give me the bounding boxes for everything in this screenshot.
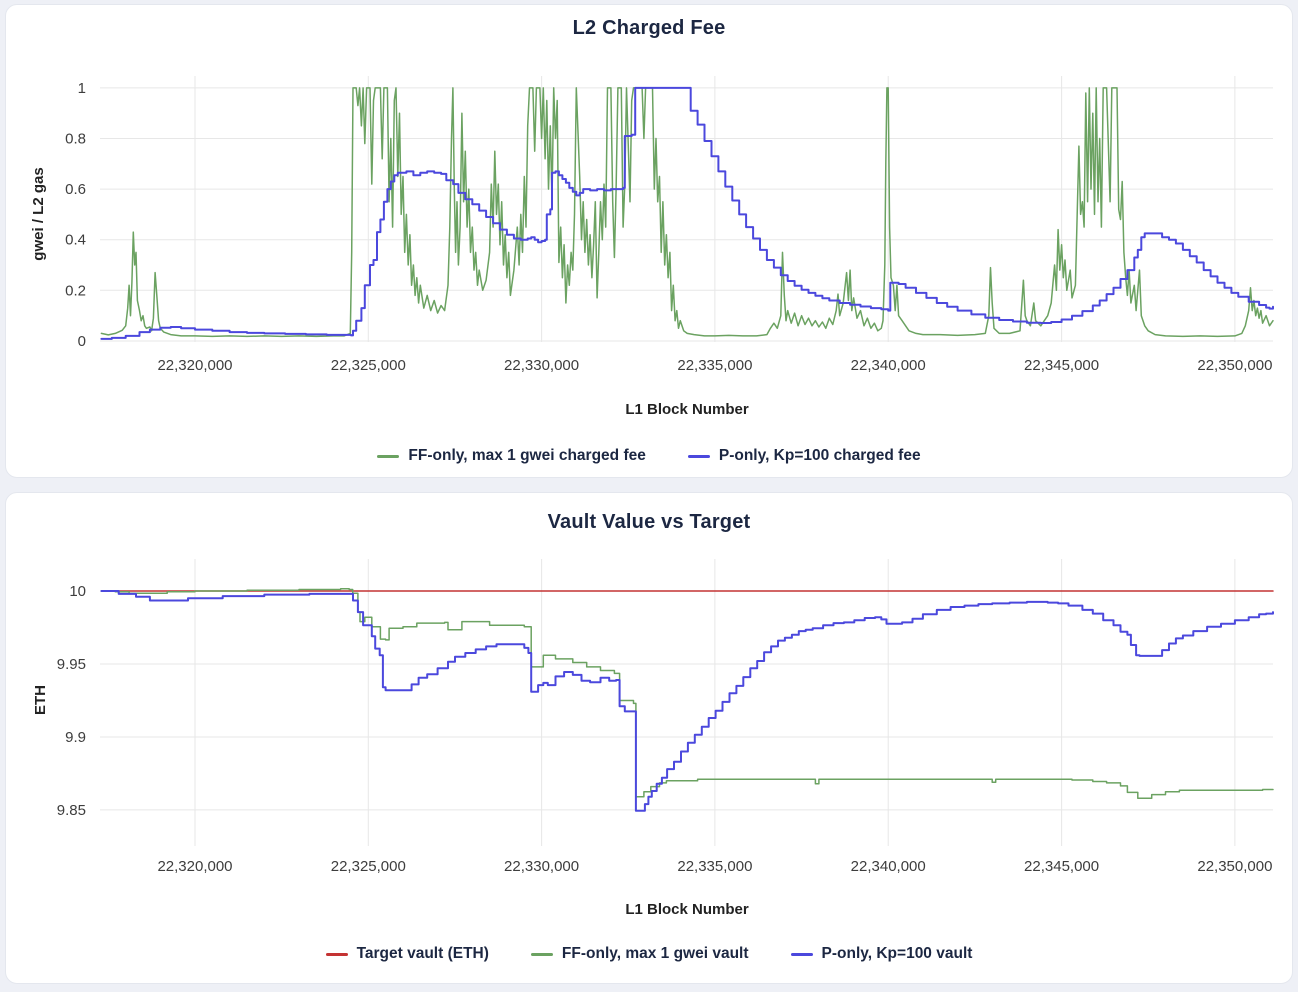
legend-item-ff-only-fee[interactable]: FF-only, max 1 gwei charged fee [377,447,646,465]
y-tick-label: 1 [78,80,86,97]
l2-charged-fee-card: L2 Charged Fee 0 0.2 0.4 0.6 0.8 1 22,320,000 2… [5,4,1293,478]
l2-charged-fee-legend: FF-only, max 1 gwei charged fee P-only, K… [6,447,1292,465]
x-tick-label: 22,335,000 [677,357,752,374]
series-line-ff-only-vault [100,588,1274,800]
legend-label: FF-only, max 1 gwei vault [561,945,749,962]
x-tick-label: 22,345,000 [1024,357,1099,374]
legend-item-p-only-fee[interactable]: P-only, Kp=100 charged fee [687,447,921,465]
x-tick-label: 22,330,000 [504,357,579,374]
y-tick-label: 9.9 [65,729,86,746]
gridlines [100,559,1273,846]
chart-title-vault-value: Vault Value vs Target [547,511,751,533]
x-tick-label: 22,325,000 [331,858,406,875]
legend-label: P-only, Kp=100 vault [821,945,973,962]
vault-value-card: Vault Value vs Target 9.85 9.9 9.95 10 22,32… [5,492,1293,984]
legend-label: FF-only, max 1 gwei charged fee [408,447,646,464]
series-line-p-only-vault [100,590,1274,812]
legend-label: P-only, Kp=100 charged fee [718,447,921,464]
legend-dash-ff-only-fee [377,454,400,458]
y-axis-title: ETH [32,685,49,715]
x-tick-label: 22,340,000 [851,357,926,374]
x-axis-title: L1 Block Number [625,901,749,918]
x-tick-label: 22,330,000 [504,858,579,875]
vault-value-legend: Target vault (ETH) FF-only, max 1 gwei va… [6,945,1292,963]
x-tick-label: 22,345,000 [1024,858,1099,875]
legend-dash-p-only-vault [790,952,813,956]
x-tick-label: 22,320,000 [157,858,232,875]
vault-value-chart: 9.85 9.9 9.95 10 22,320,000 22,325,000 22,330,… [32,559,1274,918]
legend-dash-ff-only-vault [530,952,553,956]
chart-title-l2-charged-fee: L2 Charged Fee [572,17,726,39]
x-tick-label: 22,320,000 [157,357,232,374]
legend-dash-p-only-fee [687,454,710,458]
y-tick-label: 0.4 [65,232,86,249]
legend-dash-target-vault [325,952,348,956]
series-line-ff-only-fee [100,87,1274,338]
x-tick-label: 22,340,000 [851,858,926,875]
l2-charged-fee-chart: 0 0.2 0.4 0.6 0.8 1 22,320,000 22,325,000 22,330… [30,76,1274,418]
y-tick-label: 9.95 [57,656,86,673]
x-tick-label: 22,350,000 [1197,357,1272,374]
series-line-p-only-fee [100,86,1274,340]
y-tick-label: 0.8 [65,131,86,148]
legend-item-p-only-vault[interactable]: P-only, Kp=100 vault [790,945,973,963]
y-tick-label: 0.6 [65,181,86,198]
x-tick-label: 22,350,000 [1197,858,1272,875]
legend-item-target-vault[interactable]: Target vault (ETH) [325,945,489,963]
legend-item-ff-only-vault[interactable]: FF-only, max 1 gwei vault [530,945,749,963]
y-tick-label: 0.2 [65,282,86,299]
y-tick-label: 9.85 [57,802,86,819]
y-tick-label: 0 [78,333,86,350]
x-tick-label: 22,335,000 [677,858,752,875]
y-axis-title: gwei / L2 gas [30,167,47,260]
x-axis-title: L1 Block Number [625,401,749,418]
x-tick-label: 22,325,000 [331,357,406,374]
legend-label: Target vault (ETH) [356,945,489,962]
y-tick-label: 10 [69,583,86,600]
page: L2 Charged Fee 0 0.2 0.4 0.6 0.8 1 22,320,000 2… [0,4,1298,984]
